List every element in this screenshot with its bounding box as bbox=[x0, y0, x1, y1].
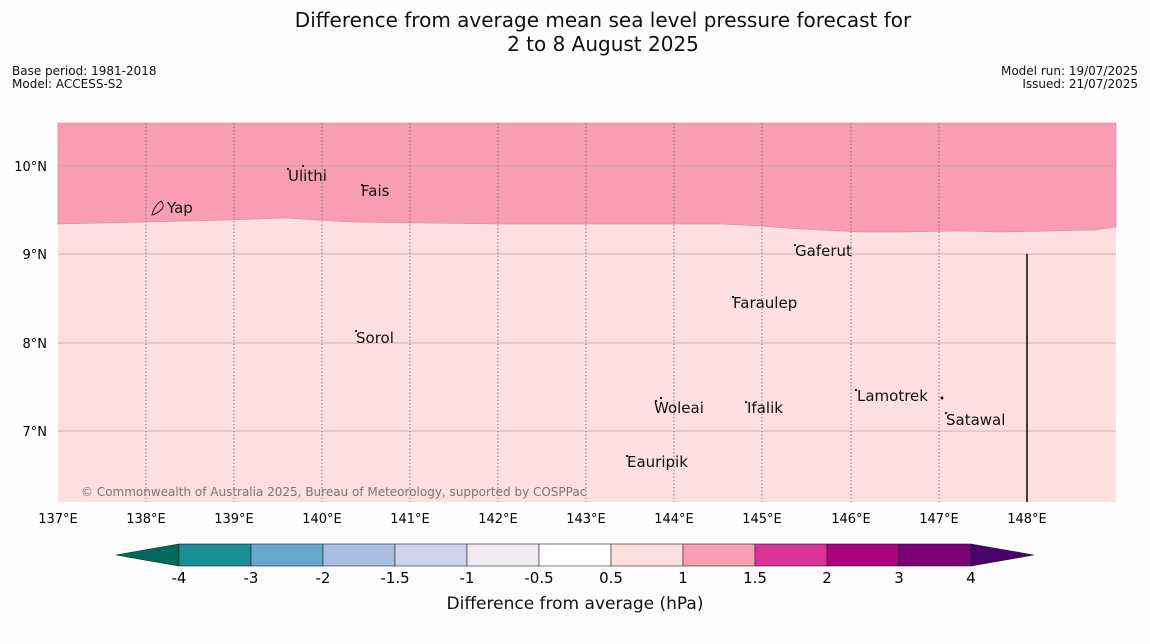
lat-label: 7°N bbox=[23, 425, 48, 440]
lon-label: 138°E bbox=[126, 512, 166, 527]
lamotrek-dot bbox=[940, 396, 944, 400]
ifalik-dot bbox=[744, 400, 748, 404]
place-label-yap: Yap bbox=[166, 199, 193, 217]
colorbar-tick-label: -1.5 bbox=[380, 569, 409, 587]
base-period: Base period: 1981-2018 bbox=[12, 64, 157, 78]
sorol-dot bbox=[354, 329, 358, 333]
lamotrek-dot bbox=[854, 388, 858, 392]
colorbar-tick-label: -3 bbox=[244, 569, 259, 587]
lon-label: 145°E bbox=[742, 512, 782, 527]
colorbar-segment bbox=[826, 543, 900, 567]
place-label-eauripik: Eauripik bbox=[627, 453, 688, 471]
colorbar-tick-label: 0.5 bbox=[599, 569, 623, 587]
lon-gridlines bbox=[145, 123, 940, 502]
lon-label: 147°E bbox=[919, 512, 959, 527]
woleai-dot bbox=[654, 399, 658, 403]
copyright-notice: © Commonwealth of Australia 2025, Bureau… bbox=[81, 485, 586, 499]
place-label-satawal: Satawal bbox=[946, 411, 1005, 429]
title-line-1: Difference from average mean sea level p… bbox=[294, 8, 912, 32]
colorbar-tick-label: -1 bbox=[460, 569, 475, 587]
lon-label: 137°E bbox=[38, 512, 78, 527]
colorbar-tick-label: 1 bbox=[678, 569, 688, 587]
lon-label: 139°E bbox=[214, 512, 254, 527]
map-panel[interactable] bbox=[57, 122, 1117, 502]
lat-label: 10°N bbox=[14, 160, 47, 175]
colorbar bbox=[115, 543, 1035, 567]
lon-label: 140°E bbox=[302, 512, 342, 527]
place-label-fais: Fais bbox=[361, 182, 390, 200]
lat-label: 9°N bbox=[23, 248, 48, 263]
colorbar-tick-labels: -4 -3 -2 -1.5 -1 -0.5 0.5 1 1.5 2 3 4 bbox=[172, 569, 976, 587]
colorbar-segment bbox=[538, 543, 612, 567]
satawal-dot bbox=[944, 411, 948, 415]
colorbar-tick-label: 3 bbox=[894, 569, 904, 587]
lat-labels: 10°N 9°N 8°N 7°N bbox=[14, 160, 47, 440]
colorbar-segment bbox=[610, 543, 684, 567]
colorbar-tick-label: 2 bbox=[822, 569, 832, 587]
place-label-gaferut: Gaferut bbox=[795, 242, 852, 260]
island-shapes bbox=[151, 164, 948, 458]
colorbar-tick-label: 1.5 bbox=[743, 569, 767, 587]
colorbar-extend-low bbox=[115, 543, 180, 567]
issued-date: Issued: 21/07/2025 bbox=[1022, 77, 1138, 91]
eauripik-dot bbox=[625, 454, 629, 458]
map-title: Difference from average mean sea level p… bbox=[0, 8, 1150, 56]
lon-label: 141°E bbox=[390, 512, 430, 527]
colorbar-segment bbox=[682, 543, 756, 567]
model-run: Model run: 19/07/2025 bbox=[1000, 64, 1138, 78]
colorbar-tick-label: -4 bbox=[172, 569, 187, 587]
lat-label: 8°N bbox=[23, 337, 48, 352]
place-label-ulithi: Ulithi bbox=[288, 167, 327, 185]
colorbar-segment bbox=[754, 543, 828, 567]
gaferut-dot bbox=[793, 243, 797, 247]
colorbar-segment bbox=[250, 543, 324, 567]
fais-dot bbox=[360, 183, 364, 187]
place-label-woleai: Woleai bbox=[654, 399, 704, 417]
colorbar-segment bbox=[178, 543, 252, 567]
ulithi-dot bbox=[301, 164, 305, 168]
run-info: Model run: 19/07/2025 Issued: 21/07/2025 bbox=[1001, 65, 1138, 91]
lon-labels: 137°E 138°E 139°E 140°E 141°E 142°E 143°… bbox=[38, 512, 1047, 527]
colorbar-extend-high bbox=[970, 543, 1035, 567]
colorbar-segment bbox=[322, 543, 396, 567]
place-labels: Yap Ulithi Fais Gaferut Faraulep Sorol W… bbox=[166, 167, 1005, 471]
colorbar-tick-label: 4 bbox=[966, 569, 976, 587]
lon-label: 142°E bbox=[478, 512, 518, 527]
lon-label: 148°E bbox=[1007, 512, 1047, 527]
colorbar-tick-label: -0.5 bbox=[524, 569, 553, 587]
ulithi-dot bbox=[286, 167, 290, 171]
colorbar-segment bbox=[466, 543, 540, 567]
place-label-ifalik: Ifalik bbox=[747, 399, 783, 417]
colorbar-title: Difference from average (hPa) bbox=[446, 594, 704, 614]
lon-label: 143°E bbox=[566, 512, 606, 527]
base-info: Base period: 1981-2018 Model: ACCESS-S2 bbox=[12, 65, 157, 91]
colorbar-segment bbox=[394, 543, 468, 567]
model-name: Model: ACCESS-S2 bbox=[12, 77, 124, 91]
woleai-dot bbox=[659, 396, 663, 400]
place-label-lamotrek: Lamotrek bbox=[857, 387, 928, 405]
yap-island-shape bbox=[151, 200, 164, 216]
title-line-2: 2 to 8 August 2025 bbox=[507, 32, 699, 56]
place-label-sorol: Sorol bbox=[356, 329, 394, 347]
lon-label: 146°E bbox=[831, 512, 871, 527]
lon-label: 144°E bbox=[654, 512, 694, 527]
colorbar-tick-label: -2 bbox=[316, 569, 331, 587]
colorbar-segment bbox=[898, 543, 972, 567]
pressure-band-high bbox=[57, 122, 1117, 233]
faraulep-dot bbox=[731, 295, 735, 299]
place-label-faraulep: Faraulep bbox=[733, 294, 797, 312]
